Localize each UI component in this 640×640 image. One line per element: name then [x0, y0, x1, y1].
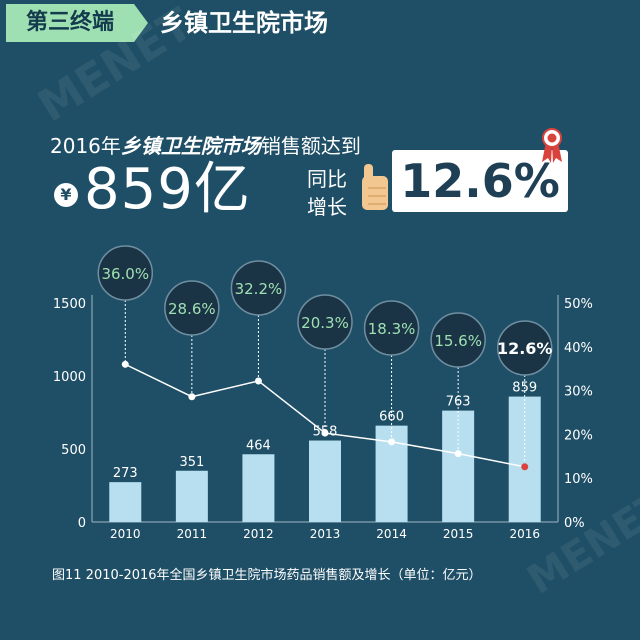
sales-chart: 0 500 1000 1500 0% 10% 20% 30% 40% 50% 273 2010 351 2…: [53, 245, 593, 541]
growth-point: [454, 450, 462, 458]
headline: 2016年乡镇卫生院市场销售额达到: [50, 130, 361, 159]
growth-bubble: [496, 320, 553, 376]
bar: [309, 440, 341, 522]
left-tick-label: 1500: [53, 297, 86, 312]
ribbon-icon: [542, 128, 562, 163]
growth-point: [521, 463, 529, 471]
bar-value-label: 273: [113, 466, 138, 481]
thumbs-up-icon: [362, 164, 388, 210]
yen-icon: ¥: [54, 183, 78, 207]
x-tick-label: 2016: [509, 527, 540, 541]
bar-value-label: 464: [246, 438, 271, 453]
growth-point: [188, 393, 196, 401]
growth-rate-label: 15.6%: [434, 332, 482, 350]
chart-caption: 图11 2010-2016年全国乡镇卫生院市场药品销售额及增长（单位：亿元）: [52, 568, 482, 583]
x-tick-label: 2012: [243, 527, 274, 541]
growth-bubble: [164, 280, 220, 336]
headline-post: 销售额达到: [260, 134, 361, 158]
headline-pre: 2016年: [50, 134, 121, 158]
growth-bubble: [363, 300, 420, 356]
growth-point: [121, 360, 129, 368]
right-tick-label: 0%: [564, 516, 585, 531]
right-tick-label: 40%: [564, 341, 593, 356]
growth-rate-label: 12.6%: [497, 339, 553, 358]
growth-rate-label: 18.3%: [368, 320, 416, 338]
growth-point: [321, 429, 329, 437]
right-tick-label: 10%: [564, 472, 593, 487]
x-tick-label: 2014: [376, 527, 407, 541]
growth-rate-label: 36.0%: [101, 265, 149, 283]
x-tick-label: 2010: [110, 527, 141, 541]
left-tick-label: 1000: [53, 370, 86, 385]
yoy-label: 同比 增长: [307, 165, 357, 221]
growth-point: [254, 377, 262, 385]
right-tick-label: 50%: [564, 297, 593, 312]
growth-badge: 12.6%: [392, 150, 568, 212]
bar-value-label: 351: [179, 455, 204, 470]
bar: [109, 482, 142, 522]
growth-point: [388, 438, 396, 446]
bar: [175, 470, 208, 522]
growth-bubble: [430, 312, 486, 368]
tag-arrow: [134, 4, 148, 42]
page-title: 乡镇卫生院市场: [160, 9, 328, 37]
growth-rate-label: 20.3%: [301, 314, 349, 332]
growth-bubble: [97, 245, 154, 301]
x-tick-label: 2011: [177, 527, 208, 541]
left-tick-label: 0: [78, 516, 86, 531]
x-tick-label: 2015: [443, 527, 474, 541]
bar: [442, 410, 475, 522]
growth-rate-label: 32.2%: [235, 280, 283, 298]
growth-bubble: [230, 260, 287, 316]
growth-value: 12.6%: [400, 154, 560, 208]
right-tick-label: 20%: [564, 428, 593, 443]
bar-value-label: 660: [379, 410, 404, 425]
yoy-line2: 增长: [307, 195, 347, 219]
bar-value-label: 763: [446, 395, 471, 410]
header: 第三终端 乡镇卫生院市场: [0, 0, 640, 50]
left-tick-label: 500: [61, 443, 86, 458]
right-tick-label: 30%: [564, 385, 593, 400]
x-tick-label: 2013: [310, 527, 341, 541]
headline-emphasis: 乡镇卫生院市场: [120, 134, 261, 158]
sales-amount: 859亿: [84, 157, 251, 222]
yoy-line1: 同比: [307, 167, 347, 191]
bar: [242, 454, 275, 522]
section-tag: 第三终端: [6, 4, 134, 42]
growth-rate-label: 28.6%: [168, 300, 216, 318]
growth-bubble: [297, 294, 353, 350]
